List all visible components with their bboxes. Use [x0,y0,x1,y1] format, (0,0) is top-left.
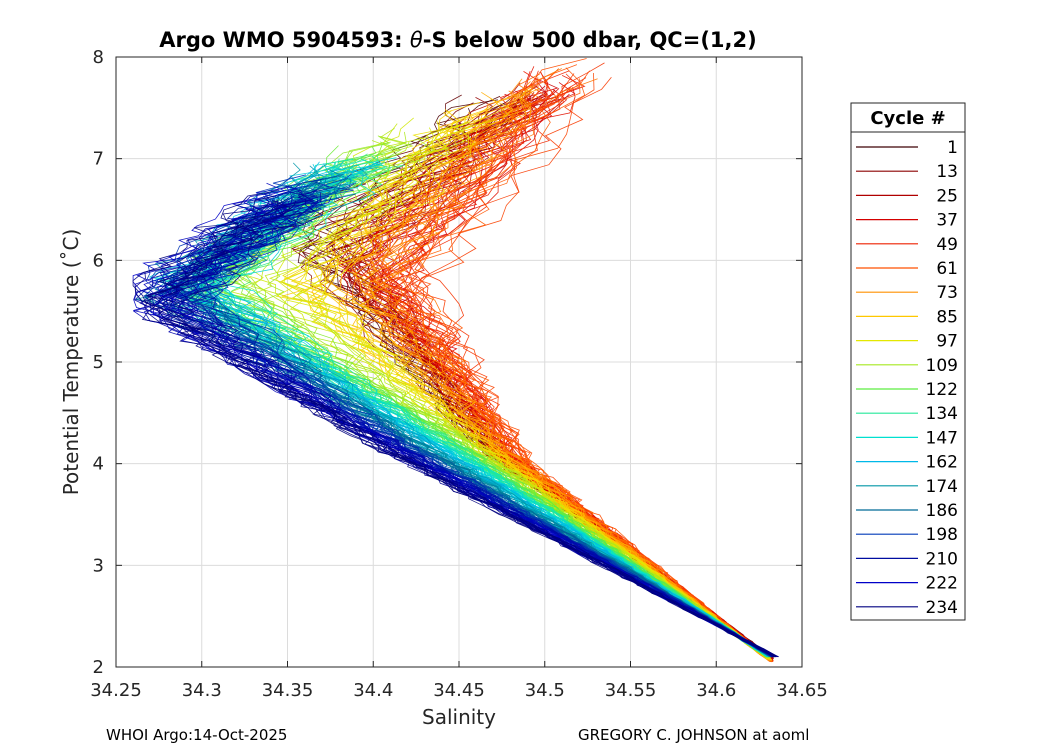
legend-label: 97 [936,332,958,352]
profile-lines [132,58,779,663]
legend-title: Cycle # [870,108,945,129]
profile-line [149,197,779,658]
legend-label: 147 [926,428,958,448]
legend-label: 25 [936,186,958,206]
profile-line [132,190,775,658]
axis-ticks: 34.25 34.3 34.35 34.4 34.45 34.5 34.55 34.6 34.6… [90,47,828,701]
footer-right: GREGORY C. JOHNSON at aoml [578,726,810,744]
legend-label: 210 [926,549,958,569]
legend-label: 134 [926,404,958,424]
legend-label: 61 [936,259,958,279]
profile-line [311,102,770,661]
x-tick-label: 34.35 [262,680,314,701]
x-tick-label: 34.65 [776,680,828,701]
x-tick-label: 34.6 [696,680,736,701]
legend: Cycle # 1 13 25 37 49 61 73 85 97 109 122 134 147 162… [850,102,966,621]
legend-items: 1 13 25 37 49 61 73 85 97 109 122 134 147 162 174 186 19… [856,138,958,618]
y-tick-label: 7 [93,149,104,170]
legend-label: 109 [926,356,958,376]
legend-label: 1 [947,138,958,158]
legend-label: 85 [936,307,958,327]
profile-line [177,181,775,658]
footer-left: WHOI Argo:14-Oct-2025 [106,726,288,744]
legend-label: 37 [936,211,958,231]
profile-line [399,58,773,663]
legend-label: 122 [926,380,958,400]
y-axis-label: Potential Temperature (˚C) [59,229,83,496]
profile-line [359,89,771,661]
y-tick-label: 3 [93,555,104,576]
legend-label: 73 [936,283,958,303]
y-tick-label: 6 [93,250,104,271]
y-tick-label: 5 [93,352,104,373]
profile-line [144,200,776,658]
y-tick-label: 8 [93,47,104,68]
legend-label: 222 [926,574,958,594]
x-axis-label: Salinity [422,705,496,729]
y-tick-label: 2 [93,657,104,678]
x-tick-label: 34.4 [353,680,393,701]
chart-title: Argo WMO 5904593: θ-S below 500 dbar, QC… [159,28,756,52]
x-tick-label: 34.5 [525,680,565,701]
profile-line [369,68,772,662]
legend-label: 186 [926,501,958,521]
y-tick-label: 4 [93,454,104,475]
legend-label: 234 [926,598,958,618]
legend-label: 162 [926,453,958,473]
profile-line [141,205,777,658]
legend-label: 13 [936,162,958,182]
x-tick-label: 34.25 [90,680,142,701]
x-tick-label: 34.45 [433,680,485,701]
legend-label: 174 [926,477,958,497]
legend-label: 49 [936,235,958,255]
x-tick-label: 34.55 [605,680,657,701]
profile-line [276,127,768,659]
profile-line [149,174,773,658]
legend-label: 198 [926,525,958,545]
profile-line [351,99,771,662]
x-tick-label: 34.3 [182,680,222,701]
